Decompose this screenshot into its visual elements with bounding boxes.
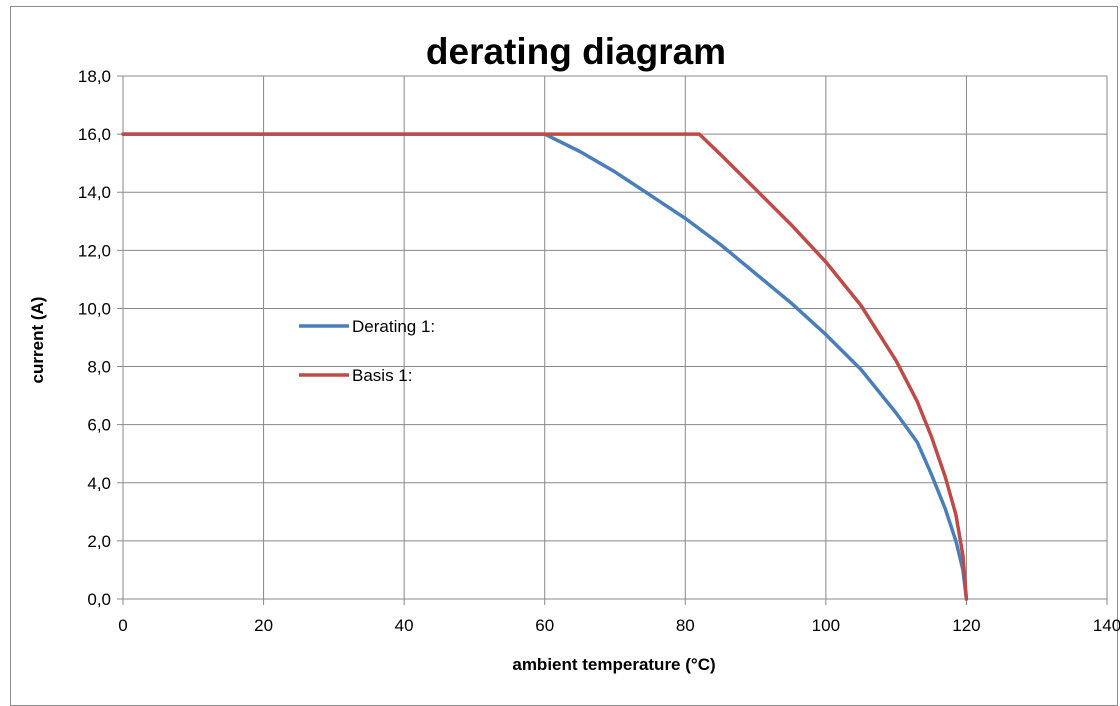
series-line-1 <box>121 132 969 601</box>
chart-frame <box>10 6 1118 706</box>
y-axis-label: current (A) <box>28 297 47 384</box>
series-lines <box>121 132 969 601</box>
y-tick-label: 12,0 <box>78 241 111 260</box>
x-tick-label: 20 <box>254 616 273 635</box>
x-tick-label: 60 <box>535 616 554 635</box>
x-tick-label: 100 <box>812 616 840 635</box>
y-tick-label: 16,0 <box>78 125 111 144</box>
y-tick-label: 10,0 <box>78 299 111 318</box>
y-tick-label: 0,0 <box>87 590 111 609</box>
y-tick-label: 8,0 <box>87 358 111 377</box>
x-tick-label: 0 <box>118 616 127 635</box>
legend-label-1: Derating 1: <box>352 317 435 336</box>
y-tick-label: 14,0 <box>78 183 111 202</box>
legend: Derating 1: Basis 1: <box>299 317 435 385</box>
y-tick-label: 18,0 <box>78 67 111 86</box>
y-tick-labels: 0,0 2,0 4,0 6,0 8,0 10,0 12,0 14,0 16,0 18,0 <box>78 67 111 609</box>
x-axis-label: ambient temperature (°C) <box>512 655 715 674</box>
series-line-2 <box>121 132 969 601</box>
y-tick-label: 2,0 <box>87 532 111 551</box>
y-tick-label: 6,0 <box>87 416 111 435</box>
x-tick-label: 80 <box>676 616 695 635</box>
x-tick-labels: 0 20 40 60 80 100 120 140 <box>118 616 1120 635</box>
x-tick-label: 140 <box>1093 616 1120 635</box>
y-tick-label: 4,0 <box>87 474 111 493</box>
x-tick-label: 120 <box>952 616 980 635</box>
chart-title: derating diagram <box>426 31 726 72</box>
derating-chart: derating diagram 0,0 2,0 4,0 6,0 8,0 10,0 12,0… <box>28 31 1120 674</box>
legend-label-2: Basis 1: <box>352 366 412 385</box>
x-tick-label: 40 <box>395 616 414 635</box>
